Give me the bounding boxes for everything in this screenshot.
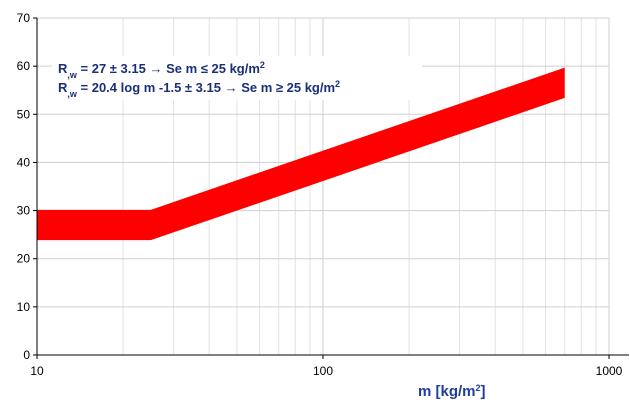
- x-axis-label-text: ]: [481, 383, 486, 400]
- annotation-box: [52, 56, 422, 100]
- annotation: R,w = 20.4 log m -1.5 ± 3.15 → Se m ≥ 25…: [58, 79, 340, 99]
- x-axis-label: m [kg/m2]: [418, 383, 486, 400]
- y-tick-label: 50: [17, 107, 31, 121]
- y-tick-label: 40: [17, 155, 31, 169]
- y-tick-label: 0: [23, 348, 30, 362]
- y-tick-label: 20: [17, 252, 31, 266]
- annotation-text: = 27 ± 3.15 → Se m ≤ 25 kg/m: [77, 61, 260, 76]
- annotation-text: = 20.4 log m -1.5 ± 3.15 → Se m ≥ 25 kg/…: [77, 80, 335, 95]
- annotation-superscript: 2: [260, 60, 265, 70]
- annotation-text: R: [58, 80, 68, 95]
- y-tick-label: 10: [17, 300, 31, 314]
- x-tick-label: 100: [313, 364, 333, 378]
- x-tick-label: 1000: [596, 364, 623, 378]
- annotation-subscript: ,w: [67, 70, 78, 80]
- x-axis-label-superscript: 2: [476, 383, 481, 393]
- x-tick-label: 10: [30, 364, 44, 378]
- annotation-subscript: ,w: [67, 89, 78, 99]
- annotation: R,w = 27 ± 3.15 → Se m ≤ 25 kg/m2: [58, 60, 265, 80]
- y-tick-label: 70: [17, 11, 31, 25]
- annotation-superscript: 2: [335, 79, 340, 89]
- annotation-text: R: [58, 61, 68, 76]
- y-tick-label: 60: [17, 59, 31, 73]
- band: [37, 67, 565, 241]
- x-axis-label-text: m [kg/m: [418, 383, 476, 400]
- y-tick-label: 30: [17, 204, 31, 218]
